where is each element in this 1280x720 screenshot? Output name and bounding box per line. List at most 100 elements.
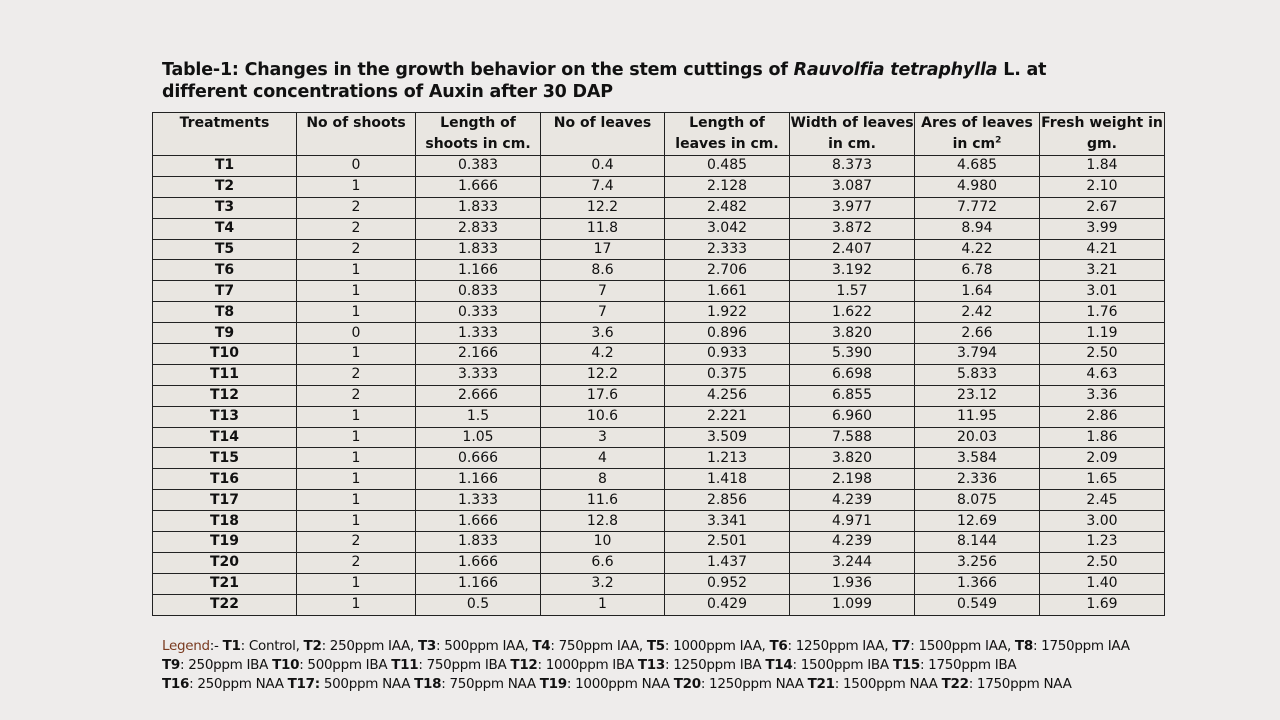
cell-leaves: 7 <box>540 280 665 303</box>
legend-line-1-text: :- T1: Control, T2: 250ppm IAA, T3: 500p… <box>210 638 1130 654</box>
table-row: T22 1 0.5 1 0.429 1.099 0.549 1.69 <box>152 593 1165 616</box>
cell-shoots: 1 <box>296 510 416 533</box>
cell-fresh-weight: 2.50 <box>1039 551 1165 574</box>
legend-code: T11 <box>391 657 419 673</box>
legend-text: : 1500ppm NAA <box>834 676 942 692</box>
cell-leaf-area: 4.22 <box>914 238 1040 261</box>
table-row: T20 2 1.666 6.6 1.437 3.244 3.256 2.50 <box>152 551 1165 574</box>
cell-leaves: 1 <box>540 593 665 616</box>
cell-leaves: 12.8 <box>540 510 665 533</box>
legend-code: T2 <box>303 638 322 654</box>
cell-leaves: 8 <box>540 468 665 491</box>
legend-text: : 1000ppm IAA, <box>664 638 770 654</box>
cell-leaf-length: 1.661 <box>664 280 790 303</box>
cell-shoot-length: 1.666 <box>415 175 541 198</box>
cell-shoots: 2 <box>296 551 416 574</box>
cell-shoot-length: 1.666 <box>415 510 541 533</box>
cell-shoot-length: 1.166 <box>415 572 541 595</box>
cell-shoots: 2 <box>296 196 416 219</box>
cell-leaves: 3.6 <box>540 322 665 345</box>
cell-shoot-length: 2.666 <box>415 384 541 407</box>
cell-leaf-area: 12.69 <box>914 510 1040 533</box>
cell-leaves: 4 <box>540 447 665 470</box>
cell-treatment: T8 <box>152 301 297 324</box>
legend-text: : 250ppm IAA, <box>321 638 418 654</box>
cell-shoot-length: 1.5 <box>415 405 541 428</box>
legend-code: T13 <box>637 657 665 673</box>
cell-leaf-width: 3.820 <box>789 322 915 345</box>
legend: Legend:- T1: Control, T2: 250ppm IAA, T3… <box>162 637 1162 694</box>
cell-shoots: 2 <box>296 531 416 553</box>
legend-text: : 1000ppm NAA <box>566 676 674 692</box>
cell-fresh-weight: 2.10 <box>1039 175 1165 198</box>
cell-treatment: T12 <box>152 384 297 407</box>
cell-leaf-area: 7.772 <box>914 196 1040 219</box>
legend-code: T6 <box>769 638 788 654</box>
cell-leaf-width: 8.373 <box>789 155 915 177</box>
cell-shoot-length: 1.333 <box>415 489 541 512</box>
cell-treatment: T14 <box>152 426 297 449</box>
cell-treatment: T18 <box>152 510 297 533</box>
table-row: T7 1 0.833 7 1.661 1.57 1.64 3.01 <box>152 280 1165 303</box>
cell-shoot-length: 1.166 <box>415 259 541 282</box>
cell-leaf-length: 1.213 <box>664 447 790 470</box>
table-body: T1 0 0.383 0.4 0.485 8.373 4.685 1.84 T2 1 1.666 7.… <box>152 155 1165 616</box>
cell-fresh-weight: 2.50 <box>1039 343 1165 365</box>
table-row: T8 1 0.333 7 1.922 1.622 2.42 1.76 <box>152 301 1165 324</box>
cell-leaf-length: 1.418 <box>664 468 790 491</box>
legend-text: : 1500ppm IAA, <box>910 638 1015 654</box>
cell-leaves: 10.6 <box>540 405 665 428</box>
legend-code: T18 <box>414 676 442 692</box>
cell-shoot-length: 0.666 <box>415 447 541 470</box>
cell-leaf-width: 2.198 <box>789 468 915 491</box>
cell-shoot-length: 1.833 <box>415 196 541 219</box>
legend-code: T14 <box>765 657 793 673</box>
cell-leaves: 7.4 <box>540 175 665 198</box>
cell-leaf-area: 1.64 <box>914 280 1040 303</box>
legend-code: T1 <box>222 638 241 654</box>
cell-shoot-length: 1.833 <box>415 238 541 261</box>
cell-shoot-length: 1.333 <box>415 322 541 345</box>
cell-leaf-width: 4.971 <box>789 510 915 533</box>
cell-leaves: 0.4 <box>540 155 665 177</box>
cell-fresh-weight: 2.45 <box>1039 489 1165 512</box>
table-row: T2 1 1.666 7.4 2.128 3.087 4.980 2.10 <box>152 175 1165 198</box>
cell-leaves: 8.6 <box>540 259 665 282</box>
legend-code: T20 <box>673 676 701 692</box>
cell-fresh-weight: 3.00 <box>1039 510 1165 533</box>
cell-shoots: 2 <box>296 217 416 240</box>
header-treatments: Treatments <box>152 112 297 156</box>
cell-leaf-width: 5.390 <box>789 343 915 365</box>
cell-shoots: 1 <box>296 447 416 470</box>
table-row: T21 1 1.166 3.2 0.952 1.936 1.366 1.40 <box>152 572 1165 595</box>
cell-treatment: T2 <box>152 175 297 198</box>
cell-shoot-length: 1.833 <box>415 531 541 553</box>
legend-code: T10 <box>272 657 300 673</box>
cell-leaf-width: 3.192 <box>789 259 915 282</box>
cell-shoot-length: 2.833 <box>415 217 541 240</box>
cell-leaves: 6.6 <box>540 551 665 574</box>
cell-leaf-length: 2.706 <box>664 259 790 282</box>
cell-leaf-area: 4.685 <box>914 155 1040 177</box>
header-leaf-length: Length of leaves in cm. <box>664 112 790 156</box>
cell-treatment: T6 <box>152 259 297 282</box>
cell-leaf-area: 11.95 <box>914 405 1040 428</box>
cell-leaf-width: 1.936 <box>789 572 915 595</box>
legend-code: T12 <box>510 657 538 673</box>
cell-fresh-weight: 2.09 <box>1039 447 1165 470</box>
legend-code: T9 <box>162 657 181 673</box>
cell-leaf-area: 5.833 <box>914 363 1040 386</box>
legend-text: : 1250ppm IBA <box>665 657 766 673</box>
cell-treatment: T3 <box>152 196 297 219</box>
table-row: T17 1 1.333 11.6 2.856 4.239 8.075 2.45 <box>152 489 1165 512</box>
legend-text: : 1750ppm IAA <box>1032 638 1130 654</box>
cell-shoot-length: 0.383 <box>415 155 541 177</box>
cell-treatment: T20 <box>152 551 297 574</box>
legend-text: : 1750ppm IBA <box>919 657 1017 673</box>
cell-shoots: 1 <box>296 572 416 595</box>
cell-shoot-length: 0.333 <box>415 301 541 324</box>
legend-code: T8 <box>1014 638 1033 654</box>
cell-treatment: T1 <box>152 155 297 177</box>
legend-code: T19 <box>539 676 567 692</box>
cell-leaf-area: 1.366 <box>914 572 1040 595</box>
